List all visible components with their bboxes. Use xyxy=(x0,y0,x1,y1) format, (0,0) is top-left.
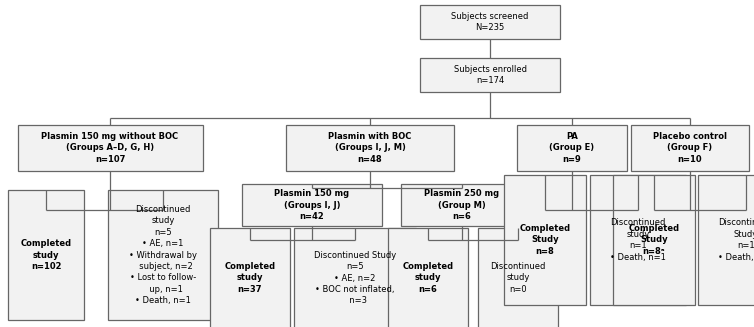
Text: Discontinued
study
n=1
• Death, n=1: Discontinued study n=1 • Death, n=1 xyxy=(610,218,666,262)
FancyBboxPatch shape xyxy=(8,190,84,320)
Text: Completed
Study
n=8ᵃ: Completed Study n=8ᵃ xyxy=(628,224,679,256)
Text: Discontinued
study
n=0: Discontinued study n=0 xyxy=(490,262,546,294)
FancyBboxPatch shape xyxy=(420,5,560,39)
Text: PA
(Group E)
n=9: PA (Group E) n=9 xyxy=(550,132,595,164)
FancyBboxPatch shape xyxy=(631,125,749,171)
Text: Plasmin with BOC
(Groups I, J, M)
n=48: Plasmin with BOC (Groups I, J, M) n=48 xyxy=(328,132,412,164)
FancyBboxPatch shape xyxy=(478,228,558,327)
FancyBboxPatch shape xyxy=(242,184,382,226)
Text: Plasmin 150 mg without BOC
(Groups A–D, G, H)
n=107: Plasmin 150 mg without BOC (Groups A–D, … xyxy=(41,132,179,164)
Text: Completed
study
n=102: Completed study n=102 xyxy=(20,239,72,271)
FancyBboxPatch shape xyxy=(210,228,290,327)
FancyBboxPatch shape xyxy=(613,175,695,305)
Text: Discontinued Study
n=5
• AE, n=2
• BOC not inflated,
  n=3: Discontinued Study n=5 • AE, n=2 • BOC n… xyxy=(314,250,396,305)
FancyBboxPatch shape xyxy=(401,184,523,226)
FancyBboxPatch shape xyxy=(504,175,586,305)
FancyBboxPatch shape xyxy=(517,125,627,171)
FancyBboxPatch shape xyxy=(420,58,560,92)
FancyBboxPatch shape xyxy=(294,228,416,327)
Text: Subjects enrolled
n=174: Subjects enrolled n=174 xyxy=(453,65,526,85)
FancyBboxPatch shape xyxy=(286,125,454,171)
Text: Plasmin 150 mg
(Groups I, J)
n=42: Plasmin 150 mg (Groups I, J) n=42 xyxy=(274,189,350,221)
Text: Completed
study
n=37: Completed study n=37 xyxy=(225,262,275,294)
Text: Discontinued
study
n=5
• AE, n=1
• Withdrawal by
  subject, n=2
• Lost to follow: Discontinued study n=5 • AE, n=1 • Withd… xyxy=(129,205,197,305)
FancyBboxPatch shape xyxy=(17,125,203,171)
FancyBboxPatch shape xyxy=(590,175,686,305)
FancyBboxPatch shape xyxy=(108,190,218,320)
Text: Subjects screened
N=235: Subjects screened N=235 xyxy=(452,12,529,32)
Text: Discontinued
Study
n=1
• Death, n=1: Discontinued Study n=1 • Death, n=1 xyxy=(718,218,754,262)
Text: Completed
study
n=6: Completed study n=6 xyxy=(403,262,454,294)
Text: Plasmin 250 mg
(Group M)
n=6: Plasmin 250 mg (Group M) n=6 xyxy=(425,189,500,221)
FancyBboxPatch shape xyxy=(388,228,468,327)
Text: Completed
Study
n=8: Completed Study n=8 xyxy=(520,224,571,256)
Text: Placebo control
(Group F)
n=10: Placebo control (Group F) n=10 xyxy=(653,132,727,164)
FancyBboxPatch shape xyxy=(698,175,754,305)
